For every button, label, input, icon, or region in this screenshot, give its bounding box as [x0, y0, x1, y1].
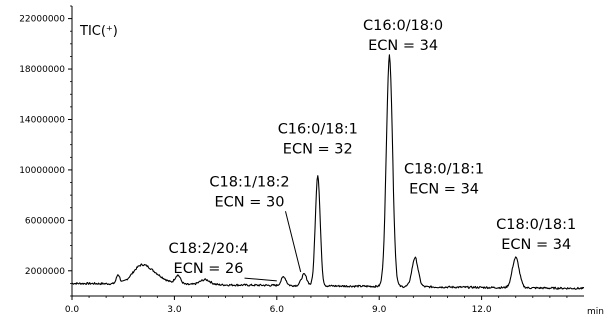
peak-label-name: C18:2/20:4 [168, 241, 248, 257]
peak-label-ecn: ECN = 34 [368, 38, 438, 54]
peak-label-name: C18:0/18:1 [496, 217, 576, 233]
y-ticks: 2000000 6000000 10000000 14000000 18000000 22… [19, 5, 72, 297]
x-tick-label: 0.0 [65, 305, 80, 315]
peak-label-ecn: ECN = 30 [215, 194, 285, 210]
x-tick-label: 6.0 [270, 305, 285, 315]
peak-label-name: C16:0/18:0 [363, 18, 443, 34]
peak-label-ecn: ECN = 26 [174, 261, 244, 277]
peak-label-leader-line [285, 211, 302, 273]
peak-label-ecn: ECN = 34 [409, 182, 479, 198]
peak-label-name: C18:0/18:1 [404, 162, 484, 178]
x-axis-unit-label: min [587, 307, 604, 317]
tic-trace-line [71, 54, 585, 290]
peak-label-name: C16:0/18:1 [278, 121, 358, 137]
x-ticks: 0.0 3.0 6.0 9.0 12.0 [65, 296, 568, 315]
peak-label-name: C18:1/18:2 [209, 174, 289, 190]
y-tick-label: 2000000 [25, 267, 65, 277]
x-tick-label: 3.0 [167, 305, 182, 315]
chart-title: TIC(⁺) [79, 24, 118, 39]
peak-label-leader-line [244, 277, 277, 282]
peak-annotations: C18:2/20:4 ECN = 26 C18:1/18:2 ECN = 30 C16:… [168, 18, 576, 282]
y-tick-label: 6000000 [25, 216, 65, 226]
x-tick-label: 12.0 [472, 305, 492, 315]
y-tick-label: 22000000 [19, 15, 65, 25]
peak-label-ecn: ECN = 32 [283, 141, 353, 157]
peak-label-ecn: ECN = 34 [501, 237, 571, 253]
y-tick-label: 14000000 [19, 115, 65, 125]
y-tick-label: 18000000 [19, 65, 65, 75]
y-tick-label: 10000000 [19, 166, 65, 176]
x-tick-label: 9.0 [372, 305, 387, 315]
